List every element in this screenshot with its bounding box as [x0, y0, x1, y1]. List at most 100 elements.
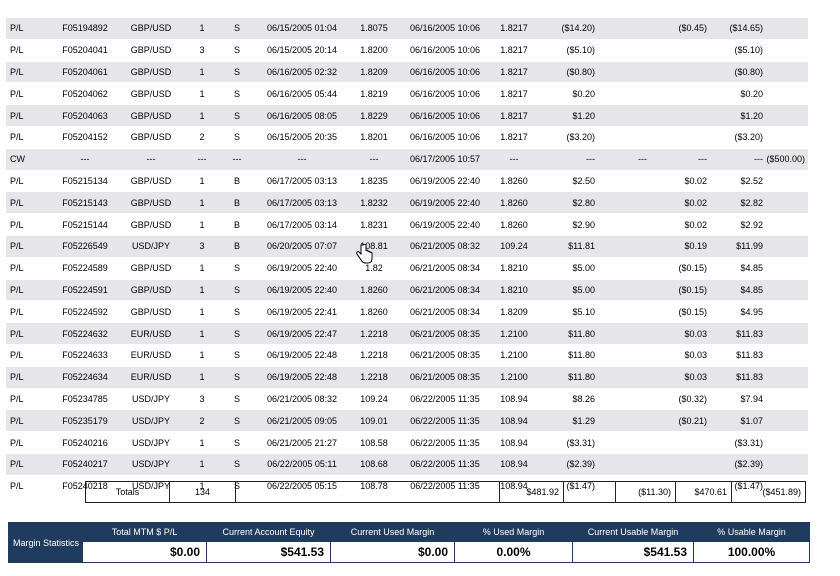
cell-side: S [222, 104, 252, 127]
cell-adjust: --- [598, 148, 650, 171]
table-row: P/L F05234785 USD/JPY 3 S 06/21/2005 08:32 109… [6, 388, 808, 411]
cell-net-pl: $11.83 [710, 366, 766, 389]
table-row: P/L F05224589 GBP/USD 1 S 06/19/2005 22:40 1.8… [6, 257, 808, 280]
cell-gross-pl: $5.00 [534, 257, 598, 280]
cell-open-time: 06/17/2005 03:13 [252, 170, 352, 193]
cell-close-time: 06/16/2005 10:06 [396, 39, 494, 62]
cell-interest: ($0.32) [650, 388, 710, 411]
hand-cursor-icon [356, 244, 373, 264]
cell-ticket: F05204063 [50, 104, 120, 127]
cell-ticket: F05215144 [50, 213, 120, 236]
table-row: P/L F05240217 USD/JPY 1 S 06/22/2005 05:11 108… [6, 453, 808, 476]
cell-interest [650, 431, 710, 454]
cell-adjust [598, 235, 650, 258]
totals-label: Totals [85, 481, 170, 503]
cell-gross-pl: $11.80 [534, 366, 598, 389]
cell-open-price: 1.2218 [352, 322, 396, 345]
cell-close-time: 06/21/2005 08:35 [396, 344, 494, 367]
cell-interest: $0.02 [650, 191, 710, 215]
cell-side: S [222, 366, 252, 389]
cell-type: P/L [6, 279, 50, 302]
cell-lots: 1 [182, 191, 222, 215]
cell-open-time: 06/15/2005 20:14 [252, 39, 352, 62]
cell-adjust [598, 257, 650, 280]
table-row: P/L F05224634 EUR/USD 1 S 06/19/2005 22:48 1.2… [6, 366, 808, 389]
cell-interest [650, 104, 710, 127]
table-row: P/L F05215134 GBP/USD 1 B 06/17/2005 03:13 1.8… [6, 170, 808, 193]
cell-close-time: 06/16/2005 10:06 [396, 104, 494, 127]
cell-interest: $0.19 [650, 235, 710, 258]
cell-side: S [222, 431, 252, 454]
cell-adjust [598, 344, 650, 367]
cell-adjust [598, 18, 650, 40]
table-row: P/L F05215144 GBP/USD 1 B 06/17/2005 03:14 1.8… [6, 213, 808, 236]
cell-cash [766, 431, 808, 454]
cell-close-price: 1.8217 [494, 18, 534, 40]
cell-side: --- [222, 148, 252, 171]
cell-type: P/L [6, 235, 50, 258]
cell-close-time: 06/22/2005 11:35 [396, 431, 494, 454]
cell-pair: GBP/USD [120, 257, 182, 280]
margin-header-pct-used: % Used Margin [454, 522, 573, 542]
cell-close-time: 06/16/2005 10:06 [396, 18, 494, 40]
totals-blank [563, 481, 616, 503]
cell-net-pl: --- [710, 148, 766, 171]
cell-adjust [598, 409, 650, 433]
cell-pair: GBP/USD [120, 126, 182, 149]
cell-net-pl: $4.85 [710, 257, 766, 280]
cell-open-price: 109.01 [352, 409, 396, 433]
cell-gross-pl: --- [534, 148, 598, 171]
cell-close-time: 06/19/2005 22:40 [396, 191, 494, 215]
cell-ticket: F05234785 [50, 388, 120, 411]
cell-cash [766, 213, 808, 236]
cell-adjust [598, 126, 650, 149]
cell-ticket: F05224589 [50, 257, 120, 280]
cell-cash: ($500.00) [766, 148, 808, 171]
cell-close-price: 109.24 [494, 235, 534, 258]
cell-lots: 3 [182, 235, 222, 258]
totals-lots: 134 [169, 481, 236, 503]
cell-lots: 2 [182, 409, 222, 433]
margin-statistics-table: Margin Statistics Total MTM $ P/L Curren… [8, 522, 810, 563]
cell-open-time: 06/22/2005 05:11 [252, 453, 352, 476]
cell-cash [766, 257, 808, 280]
cell-open-time: 06/21/2005 08:32 [252, 388, 352, 411]
cell-adjust [598, 322, 650, 345]
margin-value-pct-used: 0.00% [454, 541, 573, 563]
table-row: P/L F05224633 EUR/USD 1 S 06/19/2005 22:48 1.2… [6, 344, 808, 367]
cell-side: S [222, 388, 252, 411]
cell-lots: 3 [182, 388, 222, 411]
cell-side: S [222, 322, 252, 345]
cell-open-price: 1.8235 [352, 170, 396, 193]
cell-open-time: 06/19/2005 22:48 [252, 344, 352, 367]
cell-ticket: F05235179 [50, 409, 120, 433]
cell-ticket: F05204041 [50, 39, 120, 62]
cell-side: S [222, 82, 252, 106]
cell-close-price: 1.8260 [494, 191, 534, 215]
cell-open-price: 1.8231 [352, 213, 396, 236]
cell-net-pl: ($14.65) [710, 18, 766, 40]
cell-close-time: 06/16/2005 10:06 [396, 126, 494, 149]
cell-close-time: 06/22/2005 11:35 [396, 409, 494, 433]
cell-close-price: 1.8209 [494, 300, 534, 324]
totals-row: Totals 134 $481.92 ($11.30) $470.61 ($45… [85, 481, 806, 503]
margin-header-used-margin: Current Used Margin [330, 522, 455, 542]
cell-cash [766, 344, 808, 367]
cell-cash [766, 18, 808, 40]
cell-lots: 1 [182, 18, 222, 40]
cell-type: P/L [6, 344, 50, 367]
cell-type: P/L [6, 104, 50, 127]
cell-ticket: F05204061 [50, 61, 120, 84]
cell-side: B [222, 235, 252, 258]
cell-ticket: F05204062 [50, 82, 120, 106]
cell-ticket: --- [50, 148, 120, 171]
cell-net-pl: ($3.31) [710, 431, 766, 454]
cell-close-price: 1.8217 [494, 82, 534, 106]
cell-lots: 1 [182, 431, 222, 454]
cell-side: S [222, 344, 252, 367]
cell-type: P/L [6, 257, 50, 280]
cell-close-price: 1.2100 [494, 366, 534, 389]
totals-spacer [235, 481, 500, 503]
table-row: P/L F05224592 GBP/USD 1 S 06/19/2005 22:41 1.8… [6, 300, 808, 324]
margin-value-account-equity: $541.53 [206, 541, 331, 563]
